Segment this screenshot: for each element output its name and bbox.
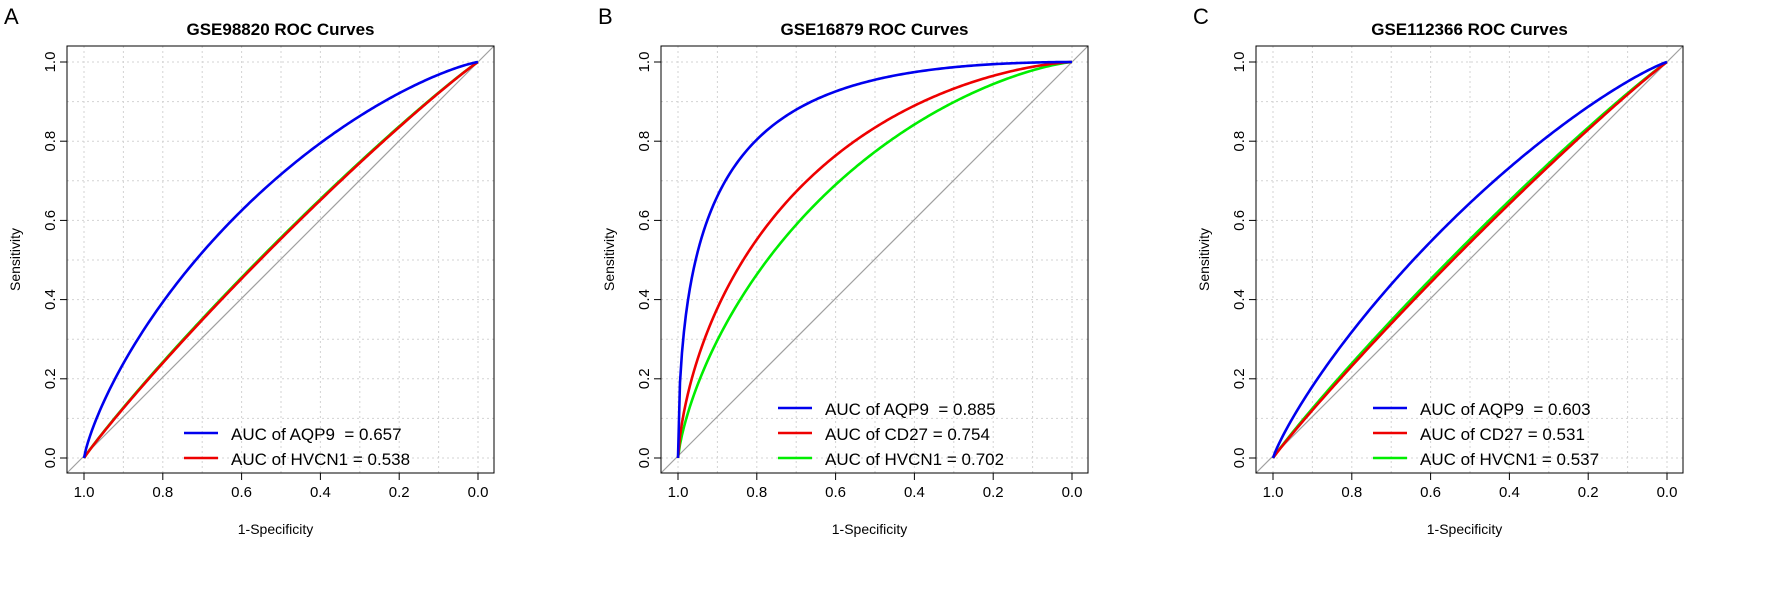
- chart-title: GSE112366 ROC Curves: [1371, 20, 1568, 39]
- y-axis-label: Sensitivity: [7, 228, 23, 291]
- y-tick-label: 0.4: [636, 289, 653, 310]
- x-tick-label: 0.8: [1341, 484, 1362, 501]
- x-axis-label: 1-Specificity: [832, 521, 907, 537]
- x-tick-label: 0.0: [468, 484, 489, 501]
- legend-label-hvcn1: AUC of HVCN1 = 0.702: [825, 450, 1004, 469]
- x-tick-label: 0.4: [310, 484, 331, 501]
- roc-curve-hvcn1: [676, 60, 1073, 459]
- x-tick-label: 0.4: [1499, 484, 1520, 501]
- plot-box: [660, 45, 1089, 474]
- roc-panel-c: C GSE112366 ROC Curves 1.0 0.8 0.6 0.4 0.2 0.0 0…: [1189, 0, 1783, 609]
- legend-label-aqp9: AUC of AQP9 = 0.885: [825, 400, 996, 419]
- y-tick-label: 1.0: [42, 52, 59, 73]
- y-tick-label: 0.4: [42, 289, 59, 310]
- y-tick-label: 1.0: [636, 52, 653, 73]
- legend-label-cd27: AUC of CD27 = 0.754: [825, 425, 990, 444]
- x-tick-label: 0.4: [904, 484, 925, 501]
- legend-label-aqp9: AUC of AQP9 = 0.603: [1420, 400, 1591, 419]
- roc-panel-a: A GSE98820 ROC Curves 1.0 0.8 0.6 0.4 0.2 0.0 0.…: [0, 0, 594, 609]
- roc-chart-c: C GSE112366 ROC Curves 1.0 0.8 0.6 0.4 0.2 0.0 0…: [1193, 4, 1684, 537]
- chart-title: GSE16879 ROC Curves: [780, 20, 968, 39]
- x-tick-label: 0.8: [746, 484, 767, 501]
- y-tick-label: 0.8: [636, 131, 653, 152]
- roc-curve-aqp9: [82, 60, 479, 459]
- y-tick-label: 0.0: [42, 448, 59, 469]
- roc-curve-aqp9: [676, 60, 1072, 459]
- x-tick-label: 0.8: [152, 484, 173, 501]
- roc-curve-hvcn1: [1271, 60, 1668, 459]
- panel-letter: B: [598, 4, 613, 29]
- reference-diagonal: [66, 45, 495, 474]
- x-axis-label: 1-Specificity: [1427, 521, 1502, 537]
- y-tick-label: 0.2: [1231, 368, 1248, 389]
- reference-diagonal: [660, 45, 1089, 474]
- x-tick-label: 0.0: [1062, 484, 1083, 501]
- chart-title: GSE98820 ROC Curves: [186, 20, 374, 39]
- x-tick-label: 0.6: [825, 484, 846, 501]
- y-axis-label: Sensitivity: [601, 228, 617, 291]
- legend-label-hvcn1: AUC of HVCN1 = 0.537: [1420, 450, 1599, 469]
- roc-chart-b: B GSE16879 ROC Curves 1.0 0.8 0.6 0.4 0.2 0.0 0.…: [598, 4, 1089, 537]
- y-tick-label: 0.0: [1231, 448, 1248, 469]
- y-tick-label: 0.6: [42, 210, 59, 231]
- y-tick-label: 0.6: [1231, 210, 1248, 231]
- x-tick-label: 0.2: [389, 484, 410, 501]
- y-tick-label: 0.2: [636, 368, 653, 389]
- legend-label-aqp9: AUC of AQP9 = 0.657: [231, 425, 402, 444]
- x-axis-label: 1-Specificity: [238, 521, 313, 537]
- roc-chart-a: A GSE98820 ROC Curves 1.0 0.8 0.6 0.4 0.2 0.0 0.…: [4, 4, 495, 537]
- legend-label-hvcn1: AUC of HVCN1 = 0.538: [231, 450, 410, 469]
- panel-letter: A: [4, 4, 19, 29]
- x-tick-label: 1.0: [668, 484, 689, 501]
- x-tick-label: 1.0: [1263, 484, 1284, 501]
- x-tick-label: 0.6: [1420, 484, 1441, 501]
- y-tick-label: 0.8: [1231, 131, 1248, 152]
- roc-curve-cd27: [676, 60, 1073, 459]
- legend-label-cd27: AUC of CD27 = 0.531: [1420, 425, 1585, 444]
- x-tick-label: 0.2: [1578, 484, 1599, 501]
- y-tick-label: 0.6: [636, 210, 653, 231]
- x-tick-label: 0.0: [1657, 484, 1678, 501]
- plot-box: [1255, 45, 1684, 474]
- y-tick-label: 0.4: [1231, 289, 1248, 310]
- y-tick-label: 0.0: [636, 448, 653, 469]
- y-axis-label: Sensitivity: [1196, 228, 1212, 291]
- roc-curve-cd27: [1271, 60, 1668, 459]
- y-tick-label: 0.8: [42, 131, 59, 152]
- x-tick-label: 0.6: [231, 484, 252, 501]
- y-tick-label: 0.2: [42, 368, 59, 389]
- x-tick-label: 0.2: [983, 484, 1004, 501]
- x-tick-label: 1.0: [74, 484, 95, 501]
- panel-letter: C: [1193, 4, 1209, 29]
- roc-panel-b: B GSE16879 ROC Curves 1.0 0.8 0.6 0.4 0.2 0.0 0.…: [594, 0, 1188, 609]
- roc-curve-hvcn1: [82, 60, 479, 459]
- reference-diagonal: [1255, 45, 1684, 474]
- roc-curve-aqp9: [1271, 60, 1668, 459]
- plot-box: [66, 45, 495, 474]
- y-tick-label: 1.0: [1231, 52, 1248, 73]
